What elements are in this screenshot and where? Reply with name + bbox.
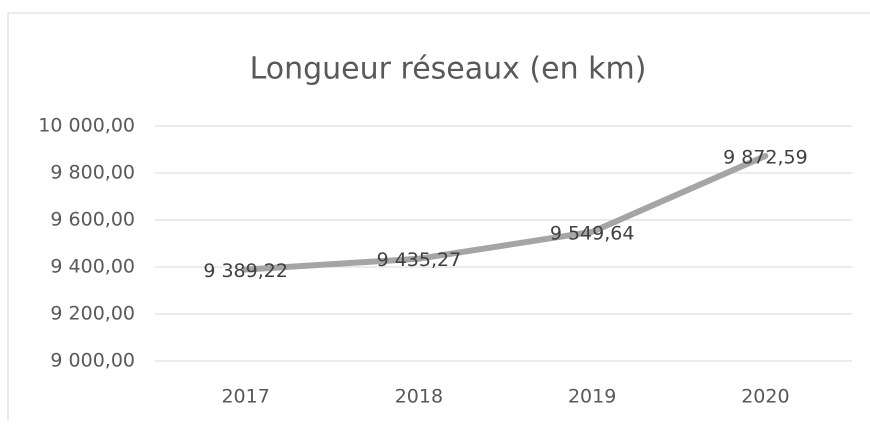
x-tick-label: 2017	[221, 386, 269, 408]
x-tick-label: 2020	[741, 386, 789, 408]
x-tick-label: 2019	[568, 386, 616, 408]
y-tick-label: 9 200,00	[50, 303, 135, 325]
data-label: 9 549,64	[550, 222, 635, 244]
data-label: 9 435,27	[377, 249, 462, 271]
data-label: 9 389,22	[203, 260, 288, 282]
x-tick-label: 2018	[395, 386, 443, 408]
chart-title: Longueur réseaux (en km)	[250, 52, 647, 87]
y-tick-label: 10 000,00	[38, 115, 135, 137]
y-tick-label: 9 800,00	[50, 162, 135, 184]
y-tick-label: 9 600,00	[50, 209, 135, 231]
data-line	[242, 152, 769, 273]
y-tick-label: 9 400,00	[50, 256, 135, 278]
data-label: 9 872,59	[723, 146, 808, 168]
y-tick-label: 9 000,00	[50, 350, 135, 372]
